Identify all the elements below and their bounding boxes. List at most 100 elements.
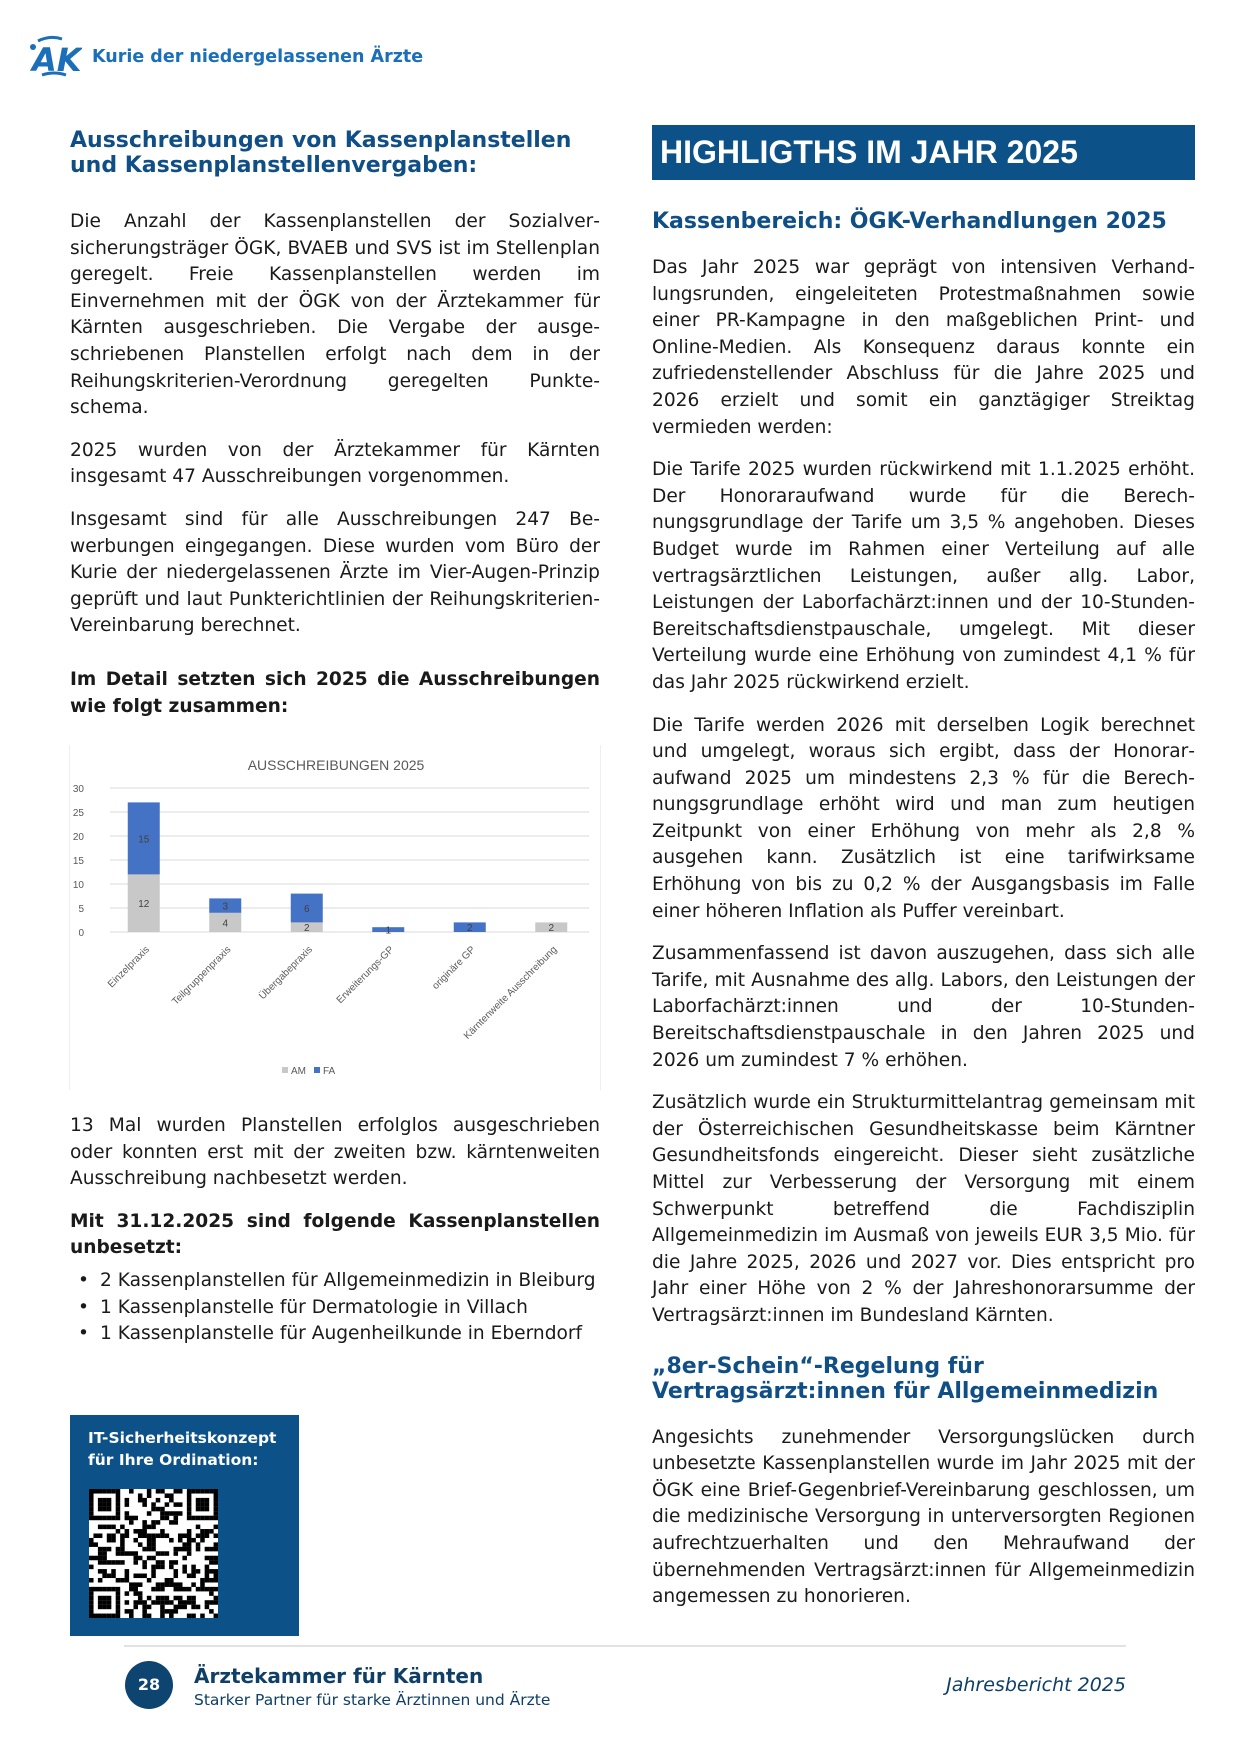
qr-module xyxy=(200,1537,205,1543)
qr-module xyxy=(142,1564,147,1570)
qr-module xyxy=(115,1595,121,1601)
qr-module xyxy=(93,1613,98,1618)
qr-module xyxy=(124,1577,130,1583)
qr-module xyxy=(89,1604,94,1610)
qr-module xyxy=(160,1586,165,1592)
qr-module xyxy=(164,1582,170,1587)
qr-module xyxy=(120,1577,125,1583)
qr-module xyxy=(155,1582,161,1587)
qr-module xyxy=(142,1520,147,1525)
qr-module xyxy=(89,1591,94,1596)
qr-module xyxy=(155,1551,161,1556)
qr-module xyxy=(106,1560,112,1565)
y-tick-label: 10 xyxy=(73,880,85,891)
qr-module xyxy=(151,1586,156,1592)
qr-module xyxy=(97,1555,103,1561)
qr-module xyxy=(93,1533,98,1539)
bar-fa xyxy=(127,802,160,875)
vacant-list: 2 Kassenplanstellen für Allgemeinmedizin… xyxy=(70,1268,600,1348)
qr-module xyxy=(186,1551,192,1556)
paragraph: 2025 wurden von der Ärztekammer für Kärn… xyxy=(70,439,600,488)
paragraph: Die Tarife 2025 wurden rückwirkend mit 1… xyxy=(652,459,1195,693)
qr-module xyxy=(186,1595,192,1601)
qr-module xyxy=(120,1560,125,1565)
qr-module xyxy=(213,1515,218,1521)
qr-code[interactable] xyxy=(89,1489,218,1618)
qr-module xyxy=(204,1600,210,1605)
qr-module xyxy=(191,1537,196,1543)
qr-module xyxy=(213,1613,218,1618)
qr-module xyxy=(200,1506,205,1512)
qr-module xyxy=(191,1569,196,1574)
qr-module xyxy=(137,1573,143,1579)
qr-module xyxy=(177,1502,183,1507)
qr-module xyxy=(106,1524,112,1530)
x-tick-label: Übergabepraxis xyxy=(256,944,314,1002)
qr-module xyxy=(115,1604,121,1610)
qr-module xyxy=(182,1533,187,1539)
qr-module xyxy=(89,1577,94,1583)
qr-module xyxy=(173,1502,179,1507)
qr-module xyxy=(173,1489,179,1494)
bar-fa xyxy=(372,927,405,932)
qr-module xyxy=(209,1555,214,1561)
qr-module xyxy=(120,1533,125,1539)
qr-promo-box[interactable]: IT-Sicherheitskonzept für Ihre Ordinatio… xyxy=(70,1415,299,1636)
qr-module xyxy=(177,1533,183,1539)
qr-module xyxy=(97,1560,103,1565)
qr-module xyxy=(213,1489,218,1494)
qr-module xyxy=(137,1493,143,1498)
qr-module xyxy=(146,1542,152,1547)
qr-module xyxy=(204,1555,210,1561)
qr-module xyxy=(111,1560,116,1565)
qr-module xyxy=(164,1595,170,1601)
qr-module xyxy=(111,1569,116,1574)
qr-module xyxy=(195,1533,201,1539)
qr-module xyxy=(146,1489,152,1494)
qr-module xyxy=(137,1591,143,1596)
qr-module xyxy=(133,1573,139,1579)
qr-module xyxy=(146,1537,152,1543)
qr-module xyxy=(191,1582,196,1587)
qr-module xyxy=(146,1613,152,1618)
qr-module xyxy=(129,1586,134,1592)
left-column: Ausschreibungen von Kassenplanstellen un… xyxy=(70,128,600,736)
qr-module xyxy=(151,1502,156,1507)
x-tick-label: Erweiterungs-GP xyxy=(335,944,397,1006)
qr-module xyxy=(146,1511,152,1516)
section-heading: Ausschreibungen von Kassenplanstellen un… xyxy=(70,128,572,178)
y-tick-label: 20 xyxy=(73,832,85,843)
qr-module xyxy=(102,1555,107,1561)
qr-module xyxy=(97,1613,103,1618)
qr-module xyxy=(97,1506,103,1512)
qr-module xyxy=(111,1533,116,1539)
qr-module xyxy=(129,1489,134,1494)
qr-module xyxy=(151,1537,156,1543)
qr-module xyxy=(89,1506,94,1512)
qr-module xyxy=(200,1582,205,1587)
y-tick-label: 5 xyxy=(78,904,84,915)
qr-module xyxy=(195,1542,201,1547)
qr-module xyxy=(115,1515,121,1521)
qr-module xyxy=(115,1511,121,1516)
qr-module xyxy=(142,1533,147,1539)
qr-module xyxy=(204,1497,210,1503)
qr-module xyxy=(93,1586,98,1592)
highlights-banner: HIGHLIGTHS IM JAHR 2025 xyxy=(652,125,1195,180)
qr-module xyxy=(102,1573,107,1579)
qr-module xyxy=(102,1569,107,1574)
qr-module xyxy=(146,1524,152,1530)
qr-module xyxy=(204,1564,210,1570)
qr-module xyxy=(124,1600,130,1605)
qr-module xyxy=(155,1564,161,1570)
qr-module xyxy=(115,1493,121,1498)
qr-module xyxy=(142,1609,147,1614)
qr-module xyxy=(195,1546,201,1552)
qr-module xyxy=(115,1600,121,1605)
qr-module xyxy=(204,1577,210,1583)
qr-module xyxy=(155,1600,161,1605)
qr-module xyxy=(177,1604,183,1610)
qr-module xyxy=(209,1569,214,1574)
qr-module xyxy=(97,1489,103,1494)
qr-module xyxy=(124,1551,130,1556)
